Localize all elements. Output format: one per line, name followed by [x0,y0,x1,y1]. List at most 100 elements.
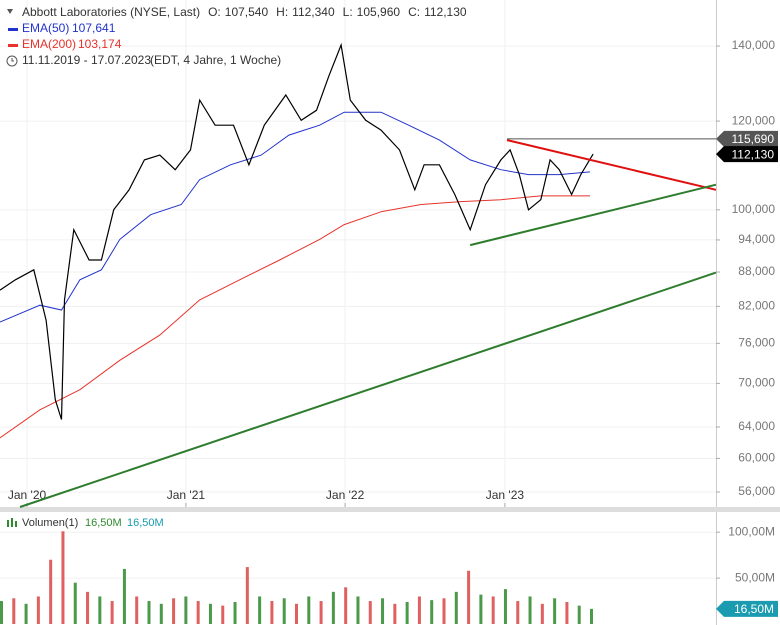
volume-bar [282,598,286,624]
header-part: Abbott Laboratories (NYSE, Last) [22,5,200,19]
volume-bar [417,596,421,624]
volume-bar [528,596,532,624]
price-line [0,111,591,323]
volume-bar [221,605,225,624]
volume-bar [147,601,151,624]
y-tick-label: 82,000 [738,299,775,313]
x-tick-label: Jan '21 [167,488,206,502]
clock-icon [6,55,18,67]
volume-bar [503,589,507,624]
price-marker [716,146,778,163]
y-tick-label: 60,000 [738,451,775,465]
y-tick-label: 64,000 [738,419,775,433]
header-title: Abbott Laboratories (NYSE, Last) O: 107,54… [22,5,467,19]
volume-bar [24,603,28,624]
dropdown-icon [7,9,13,14]
volume-bar [307,596,311,624]
volume-bar [86,591,90,624]
y-tick-label: 140,000 [732,38,776,52]
volume-bar [454,591,458,624]
y-tick-label: 100,00M [728,524,775,538]
date-note: (EDT, 4 Jahre, 1 Woche) [150,53,281,67]
y-tick-label: 70,000 [738,376,775,390]
x-tick-label: Jan '20 [8,488,47,502]
legend-icon [11,518,13,527]
volume-bar [245,567,249,624]
volume-bar [135,596,139,624]
price-marker-label: 115,690 [732,132,775,146]
volume-bar [430,600,434,624]
date-range: 11.11.2019 - 17.07.2023 [22,53,151,67]
header-part: 112,130 [424,5,467,19]
trend-line [506,139,717,191]
header-part: 107,540 [225,5,269,19]
volume-bar [553,598,557,624]
clock-hand [11,58,14,62]
price-marker [716,130,778,147]
volume-bar [368,601,372,624]
y-tick-label: 76,000 [738,336,775,350]
volume-legend-value: 16,50M [85,517,122,529]
volume-bar [159,603,163,624]
panel-separator [0,507,780,512]
volume-bar [467,570,471,624]
x-tick-label: Jan '22 [326,488,365,502]
y-tick-label: 94,000 [738,232,775,246]
trend-line [19,271,717,508]
volume-marker-label: 16,50M [734,602,774,616]
x-tick-label: Jan '23 [486,488,525,502]
volume-bar [479,594,483,624]
volume-bar [208,603,212,624]
legend-icon [15,521,17,527]
legend-value: 103,174 [78,37,122,51]
legend-label: EMA(50) [22,21,69,35]
header-part: H: [276,5,288,19]
volume-bar [0,601,3,624]
volume-bar [590,608,594,624]
price-marker-label: 112,130 [732,147,775,161]
header-part: L: [343,5,353,19]
volume-bar [258,596,262,624]
volume-bar [98,596,102,624]
volume-bar [319,601,323,624]
volume-legend: Volumen(1) [22,517,78,529]
volume-bar [196,601,200,624]
volume-legend-value: 16,50M [127,517,164,529]
volume-bar [122,568,126,624]
volume-bar [172,598,176,624]
y-tick-label: 50,00M [735,570,775,584]
legend-swatch [8,44,18,47]
price-line [0,42,594,420]
volume-bar [356,596,360,624]
volume-bar [393,603,397,624]
volume-bar [295,603,299,624]
volume-bar [540,603,544,624]
header-part: 105,960 [357,5,401,19]
header-part: C: [408,5,420,19]
volume-bar [491,596,495,624]
legend-swatch [8,28,18,31]
y-tick-label: 120,000 [732,113,776,127]
volume-bar [36,596,40,624]
volume-bar [233,601,237,624]
volume-bar [270,601,274,624]
header-part: O: [208,5,221,19]
trend-line [469,183,717,247]
volume-bar [110,601,114,624]
volume-bar [49,559,53,624]
price-line [0,195,590,439]
volume-marker [716,600,778,617]
volume-bar [73,582,77,624]
legend-icon [7,520,9,527]
volume-bar [61,531,65,624]
volume-bar [442,598,446,624]
volume-bar [344,587,348,624]
volume-bar [516,601,520,624]
volume-bar [565,601,569,624]
y-tick-label: 88,000 [738,264,775,278]
header-part: 112,340 [292,5,335,19]
y-tick-label: 100,000 [732,202,776,216]
legend-label: EMA(200) [22,37,76,51]
